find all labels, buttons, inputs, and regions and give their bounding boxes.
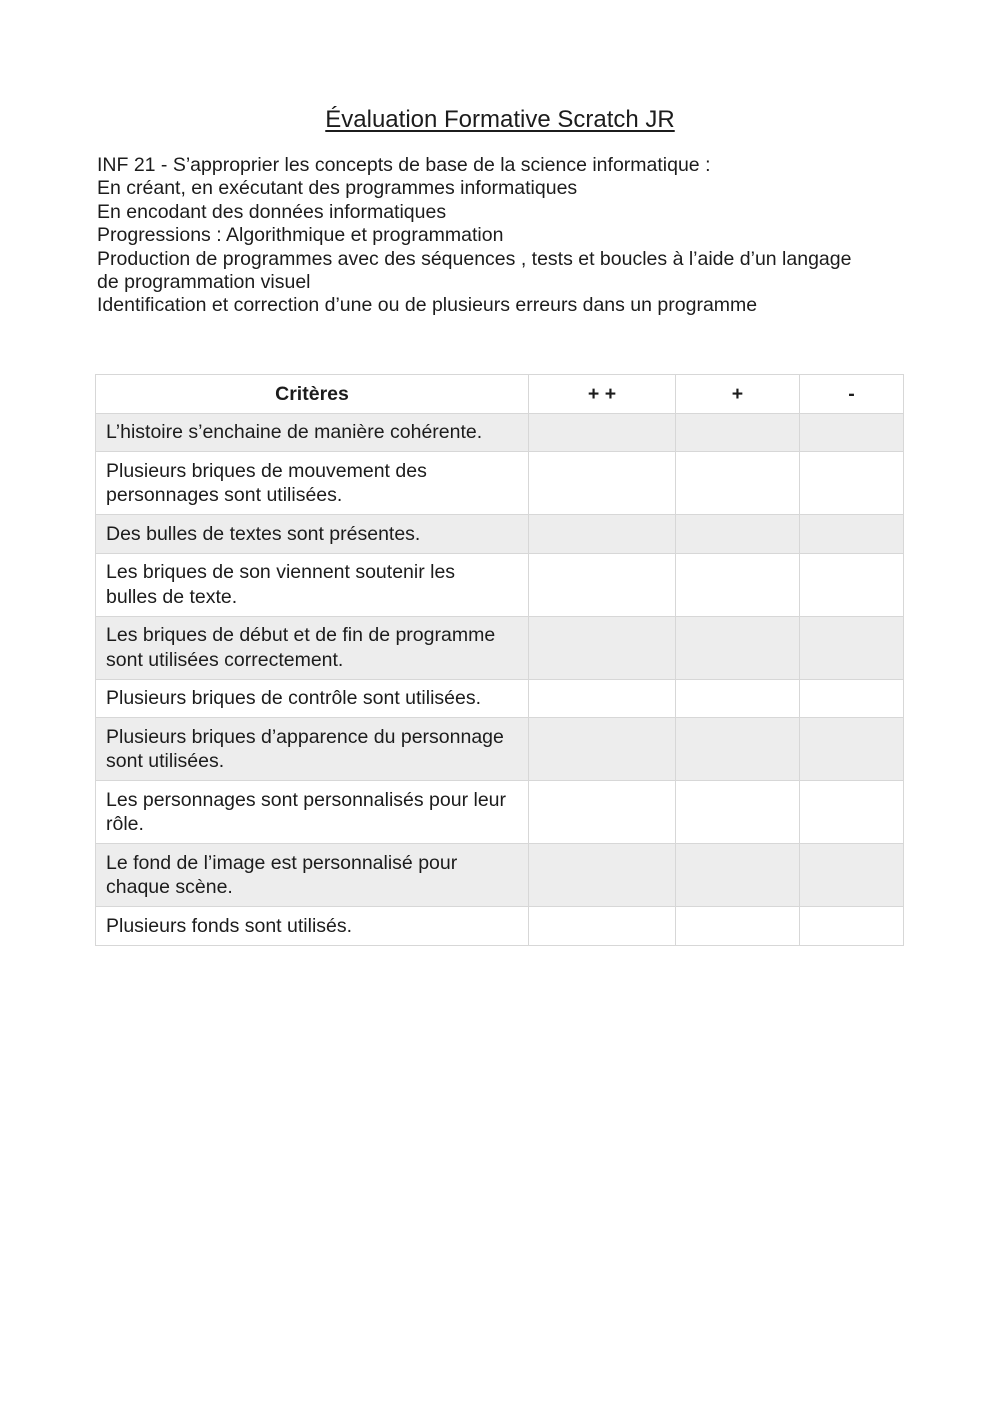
header-plus: + — [675, 374, 800, 414]
score-cell-plus-plus — [528, 451, 676, 515]
intro-line: INF 21 - S’approprier les concepts de ba… — [97, 154, 711, 176]
score-cell-minus — [799, 843, 904, 907]
criterion-cell: L’histoire s’enchaine de manière cohéren… — [95, 412, 529, 452]
header-plus-plus: + + — [528, 374, 676, 414]
criterion-cell: Plusieurs briques d’apparence du personn… — [95, 717, 529, 781]
score-cell-plus-plus — [528, 780, 676, 844]
intro-line: En créant, en exécutant des programmes i… — [97, 177, 578, 200]
score-cell-plus — [675, 678, 800, 718]
intro-text: INF 21 - S’approprier les concepts de ba… — [97, 154, 907, 318]
table-row: Le fond de l’image est personnalisé pour… — [95, 843, 904, 907]
table-row: Plusieurs fonds sont utilisés. — [95, 906, 904, 946]
intro-line: Identification et correction d’une ou de… — [97, 294, 758, 317]
score-cell-plus-plus — [528, 678, 676, 718]
score-cell-plus-plus — [528, 717, 676, 781]
criterion-cell: Les personnages sont personnalisés pour … — [95, 780, 529, 844]
table-row: Les briques de début et de fin de progra… — [95, 615, 904, 680]
intro-line: de programmation visuel — [97, 271, 311, 294]
table-row: Les personnages sont personnalisés pour … — [95, 780, 904, 844]
table-row: L’histoire s’enchaine de manière cohéren… — [95, 412, 904, 452]
score-cell-minus — [799, 780, 904, 844]
score-cell-plus-plus — [528, 843, 676, 907]
score-cell-plus — [675, 717, 800, 781]
score-cell-plus-plus — [528, 906, 676, 946]
score-cell-minus — [799, 514, 904, 554]
score-cell-plus — [675, 843, 800, 907]
table-row: Plusieurs briques de mouvement des perso… — [95, 451, 904, 515]
score-cell-plus — [675, 412, 800, 452]
score-cell-minus — [799, 717, 904, 781]
table-header-row: Critères + + + - — [95, 374, 904, 414]
score-cell-plus — [675, 451, 800, 515]
criterion-cell: Plusieurs fonds sont utilisés. — [95, 906, 529, 946]
score-cell-minus — [799, 615, 904, 680]
criterion-cell: Le fond de l’image est personnalisé pour… — [95, 843, 529, 907]
table-row: Plusieurs briques de contrôle sont utili… — [95, 678, 904, 718]
header-minus: - — [799, 374, 904, 414]
intro-line: Production de programmes avec des séquen… — [97, 247, 852, 270]
table-row: Plusieurs briques d’apparence du personn… — [95, 717, 904, 781]
score-cell-plus — [675, 906, 800, 946]
criterion-cell: Plusieurs briques de mouvement des perso… — [95, 451, 529, 515]
score-cell-plus-plus — [528, 552, 676, 617]
table-row: Les briques de son viennent soutenir les… — [95, 552, 904, 617]
evaluation-table: Critères + + + - L’histoire s’enchaine d… — [95, 374, 904, 946]
table-row: Des bulles de textes sont présentes. — [95, 514, 904, 554]
score-cell-plus — [675, 615, 800, 680]
score-cell-minus — [799, 412, 904, 452]
criterion-cell: Les briques de son viennent soutenir les… — [95, 552, 529, 617]
score-cell-minus — [799, 906, 904, 946]
score-cell-plus — [675, 552, 800, 617]
score-cell-minus — [799, 678, 904, 718]
score-cell-plus — [675, 780, 800, 844]
score-cell-plus — [675, 514, 800, 554]
score-cell-minus — [799, 451, 904, 515]
score-cell-plus-plus — [528, 412, 676, 452]
page-title: Évaluation Formative Scratch JR — [325, 106, 675, 134]
intro-line: Progressions : Algorithmique et programm… — [97, 224, 504, 247]
score-cell-plus-plus — [528, 615, 676, 680]
criterion-cell: Plusieurs briques de contrôle sont utili… — [95, 678, 529, 718]
score-cell-plus-plus — [528, 514, 676, 554]
criterion-cell: Des bulles de textes sont présentes. — [95, 514, 529, 554]
criterion-cell: Les briques de début et de fin de progra… — [95, 615, 529, 680]
header-criteria: Critères — [95, 374, 529, 414]
score-cell-minus — [799, 552, 904, 617]
intro-line: En encodant des données informatiques — [97, 200, 447, 223]
